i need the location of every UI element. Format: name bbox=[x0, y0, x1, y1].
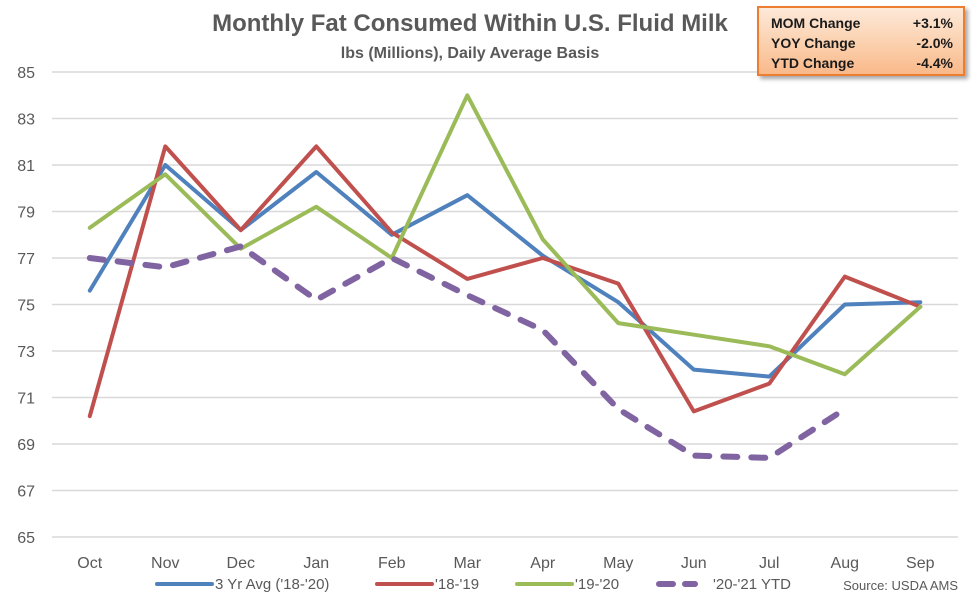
y-tick-label: 83 bbox=[17, 112, 35, 129]
stat-row-yoy: YOY Change -2.0% bbox=[771, 33, 953, 53]
stat-row-mom: MOM Change +3.1% bbox=[771, 13, 953, 33]
y-tick-label: 69 bbox=[17, 437, 35, 454]
source-note: Source: USDA AMS bbox=[843, 578, 958, 593]
stat-value: -2.0% bbox=[916, 35, 953, 51]
series-line-2 bbox=[87, 93, 923, 377]
chart-subtitle: lbs (Millions), Daily Average Basis bbox=[341, 45, 600, 62]
x-tick-label: Jan bbox=[303, 555, 329, 572]
x-axis-ticks: Oct Nov Dec Jan Feb Mar Apr May Jun Jul Aug Sep bbox=[77, 555, 934, 572]
y-tick-label: 67 bbox=[17, 484, 35, 501]
x-tick-label: Dec bbox=[227, 555, 255, 572]
x-tick-label: Sep bbox=[906, 555, 935, 572]
x-tick-label: Apr bbox=[530, 555, 556, 572]
legend-label: '20-'21 YTD bbox=[713, 576, 791, 593]
stat-row-ytd: YTD Change -4.4% bbox=[771, 53, 953, 73]
stat-value: +3.1% bbox=[912, 15, 953, 31]
y-axis-ticks: 65 67 69 71 73 75 77 79 81 83 85 bbox=[17, 65, 35, 547]
y-tick-label: 77 bbox=[17, 251, 35, 268]
y-tick-label: 71 bbox=[17, 391, 35, 408]
y-tick-label: 73 bbox=[17, 344, 35, 361]
x-tick-label: Feb bbox=[378, 555, 406, 572]
x-tick-label: Mar bbox=[453, 555, 481, 572]
stat-label: YTD Change bbox=[771, 55, 855, 71]
x-tick-label: Jun bbox=[681, 555, 707, 572]
x-tick-label: May bbox=[603, 555, 633, 572]
y-tick-label: 75 bbox=[17, 298, 35, 315]
x-tick-label: Oct bbox=[77, 555, 102, 572]
stat-label: YOY Change bbox=[771, 35, 856, 51]
legend-label: '18-'19 bbox=[435, 576, 479, 593]
y-tick-label: 65 bbox=[17, 530, 35, 547]
gridlines bbox=[52, 71, 958, 538]
legend: 3 Yr Avg ('18-'20) '18-'19 '19-'20 '20-'21 … bbox=[155, 576, 791, 593]
stat-value: -4.4% bbox=[916, 55, 953, 71]
series-lines bbox=[86, 93, 923, 461]
x-tick-label: Nov bbox=[151, 555, 179, 572]
stat-label: MOM Change bbox=[771, 15, 861, 31]
y-tick-label: 79 bbox=[17, 205, 35, 222]
legend-label: '19-'20 bbox=[575, 576, 619, 593]
y-tick-label: 85 bbox=[17, 65, 35, 82]
series-line-1 bbox=[87, 144, 923, 419]
y-tick-label: 81 bbox=[17, 158, 35, 175]
x-tick-label: Jul bbox=[759, 555, 779, 572]
chart-title: Monthly Fat Consumed Within U.S. Fluid M… bbox=[212, 10, 728, 37]
legend-label: 3 Yr Avg ('18-'20) bbox=[215, 576, 329, 593]
change-summary-box: MOM Change +3.1% YOY Change -2.0% YTD Ch… bbox=[757, 6, 965, 76]
x-tick-label: Aug bbox=[831, 555, 859, 572]
